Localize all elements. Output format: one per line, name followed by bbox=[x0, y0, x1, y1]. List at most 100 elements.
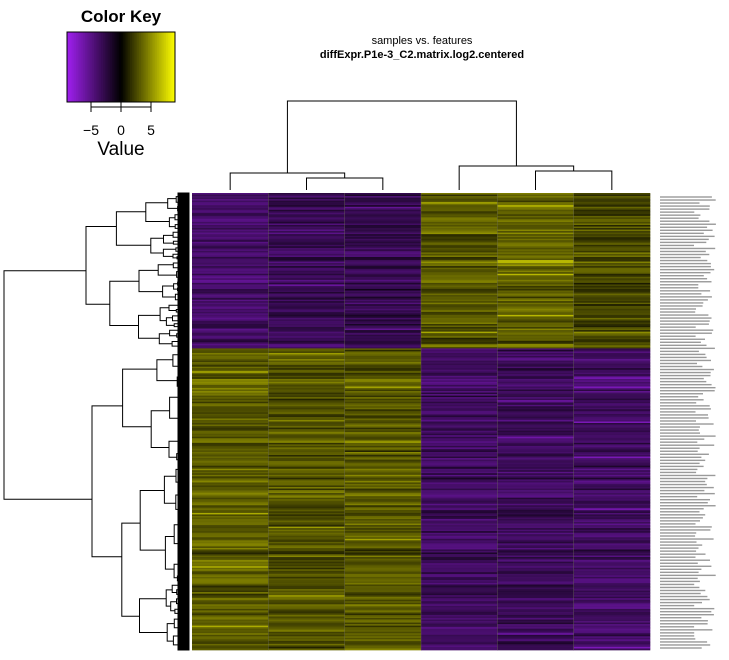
heatmap-cell bbox=[344, 328, 422, 331]
heatmap-cell bbox=[192, 631, 269, 634]
row-label bbox=[660, 568, 702, 570]
heatmap-cell bbox=[344, 500, 422, 503]
heatmap-cell bbox=[497, 279, 574, 282]
heatmap-cell bbox=[573, 194, 651, 197]
row-label bbox=[660, 432, 700, 434]
heatmap-cell bbox=[192, 602, 269, 605]
heatmap-cell bbox=[192, 380, 269, 383]
heatmap-cell bbox=[421, 581, 498, 584]
color-key-bar bbox=[77, 32, 80, 102]
heatmap-cell bbox=[497, 581, 574, 584]
heatmap-cell bbox=[192, 462, 269, 465]
row-dendrogram-branch bbox=[150, 237, 164, 254]
heatmap-cell bbox=[573, 453, 651, 456]
column-dendrogram bbox=[229, 100, 613, 190]
heatmap-cell bbox=[192, 528, 269, 531]
heatmap-cell bbox=[573, 299, 651, 302]
heatmap-cell bbox=[268, 374, 345, 377]
row-dendrogram-branch bbox=[121, 522, 141, 617]
heatmap-cell bbox=[268, 483, 345, 486]
heatmap-cell bbox=[192, 471, 269, 474]
heatmap-cell bbox=[344, 285, 422, 288]
heatmap-cell bbox=[421, 570, 498, 573]
heatmap-cell bbox=[497, 582, 574, 585]
heatmap-cell bbox=[344, 409, 422, 412]
heatmap-cell bbox=[192, 322, 269, 325]
heatmap-cell bbox=[497, 423, 574, 425]
heatmap-cell bbox=[268, 226, 345, 229]
heatmap-cell bbox=[497, 368, 574, 371]
heatmap-cell bbox=[344, 202, 422, 205]
heatmap-cell bbox=[344, 371, 422, 374]
heatmap-cell bbox=[344, 448, 422, 451]
heatmap-cell bbox=[421, 229, 498, 232]
heatmap-cell bbox=[421, 624, 498, 626]
heatmap-cell bbox=[573, 220, 651, 223]
heatmap-cell bbox=[573, 477, 651, 480]
heatmap-cell bbox=[192, 404, 269, 407]
heatmap-cell bbox=[268, 514, 345, 517]
heatmap-cell bbox=[192, 637, 269, 640]
heatmap-cell bbox=[344, 400, 422, 403]
heatmap-cell bbox=[268, 509, 345, 512]
heatmap-cell bbox=[192, 377, 269, 380]
heatmap-cell bbox=[497, 499, 574, 502]
heatmap-cell bbox=[573, 264, 651, 267]
row-label bbox=[660, 529, 711, 531]
heatmap-cell bbox=[421, 518, 498, 521]
heatmap-cell bbox=[421, 502, 498, 505]
heatmap-cell bbox=[421, 430, 498, 433]
heatmap-cell bbox=[344, 479, 422, 482]
heatmap-cell bbox=[192, 506, 269, 509]
heatmap-cell bbox=[192, 238, 269, 241]
heatmap-cell bbox=[421, 278, 498, 281]
heatmap-cell bbox=[268, 409, 345, 412]
heatmap-cell bbox=[192, 372, 269, 375]
heatmap-cell bbox=[421, 526, 498, 529]
heatmap-cell bbox=[573, 592, 651, 594]
heatmap-cell bbox=[268, 223, 345, 226]
heatmap-cell bbox=[573, 217, 651, 220]
heatmap-cell bbox=[573, 515, 651, 518]
heatmap-cell bbox=[192, 509, 269, 512]
heatmap-cell bbox=[573, 471, 651, 474]
heatmap-cell bbox=[421, 407, 498, 410]
row-dendrogram bbox=[3, 192, 190, 651]
heatmap-cell bbox=[573, 494, 651, 497]
heatmap-cell bbox=[421, 314, 498, 317]
heatmap-cell bbox=[421, 496, 498, 499]
heatmap-cell bbox=[268, 339, 345, 342]
heatmap-cell bbox=[497, 593, 574, 596]
heatmap-cell bbox=[573, 272, 651, 275]
row-label bbox=[660, 393, 703, 395]
heatmap-cell bbox=[497, 614, 574, 617]
row-label bbox=[660, 253, 710, 256]
heatmap-cell bbox=[421, 397, 498, 399]
heatmap-cell bbox=[192, 260, 269, 262]
heatmap-cell bbox=[573, 543, 651, 546]
heatmap-cell bbox=[421, 601, 498, 604]
heatmap-cell bbox=[573, 293, 651, 296]
heatmap-cell bbox=[268, 202, 345, 205]
heatmap-cell bbox=[344, 313, 422, 316]
heatmap-cell bbox=[268, 368, 345, 371]
heatmap-cell bbox=[268, 456, 345, 459]
heatmap-cell bbox=[268, 526, 345, 529]
heatmap-cell bbox=[192, 430, 269, 433]
heatmap-cell bbox=[421, 398, 498, 401]
heatmap-cell bbox=[573, 561, 651, 564]
heatmap-cell bbox=[573, 412, 651, 415]
heatmap-cell bbox=[192, 209, 269, 212]
heatmap-cell bbox=[268, 435, 345, 438]
heatmap-cell bbox=[192, 627, 269, 630]
row-label bbox=[660, 523, 696, 525]
row-label bbox=[660, 293, 702, 295]
heatmap-cell bbox=[192, 595, 269, 598]
heatmap-cell bbox=[497, 631, 574, 634]
heatmap-cell bbox=[573, 512, 651, 515]
heatmap-cell bbox=[497, 526, 574, 529]
heatmap-cell bbox=[573, 506, 651, 509]
heatmap-cell bbox=[344, 427, 422, 430]
heatmap-cell bbox=[268, 196, 345, 198]
heatmap-cell bbox=[421, 490, 498, 492]
